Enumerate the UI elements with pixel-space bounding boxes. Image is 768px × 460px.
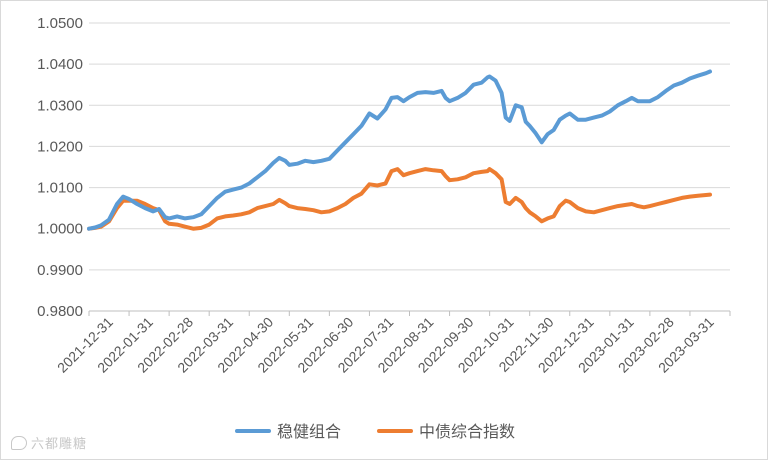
watermark: 六都雕糖 (11, 433, 87, 452)
y-tick-label: 1.0300 (37, 97, 83, 114)
x-axis: 2021-12-312022-01-312022-02-282022-03-31… (54, 310, 731, 376)
y-tick-label: 1.0200 (37, 138, 83, 155)
y-tick-label: 1.0000 (37, 221, 83, 238)
y-tick-label: 1.0400 (37, 56, 83, 73)
watermark-logo-icon (11, 436, 27, 450)
legend-label-0: 稳健组合 (277, 423, 341, 441)
watermark-text: 六都雕糖 (31, 437, 88, 452)
y-tick-label: 1.0500 (37, 15, 83, 32)
y-axis-ticks: 1.0500 1.0400 1.0300 1.0200 1.0100 1.0000 0.99… (37, 15, 83, 320)
y-tick-label: 0.9900 (37, 262, 83, 279)
legend: 稳健组合 中债综合指数 (235, 423, 515, 441)
y-tick-label: 1.0100 (37, 180, 83, 197)
series-line-0 (87, 69, 712, 231)
series-lines (87, 69, 712, 231)
series-line-1 (87, 167, 712, 231)
y-tick-label: 0.9800 (37, 303, 83, 320)
legend-label-1: 中债综合指数 (419, 423, 515, 441)
gridlines (89, 22, 730, 312)
